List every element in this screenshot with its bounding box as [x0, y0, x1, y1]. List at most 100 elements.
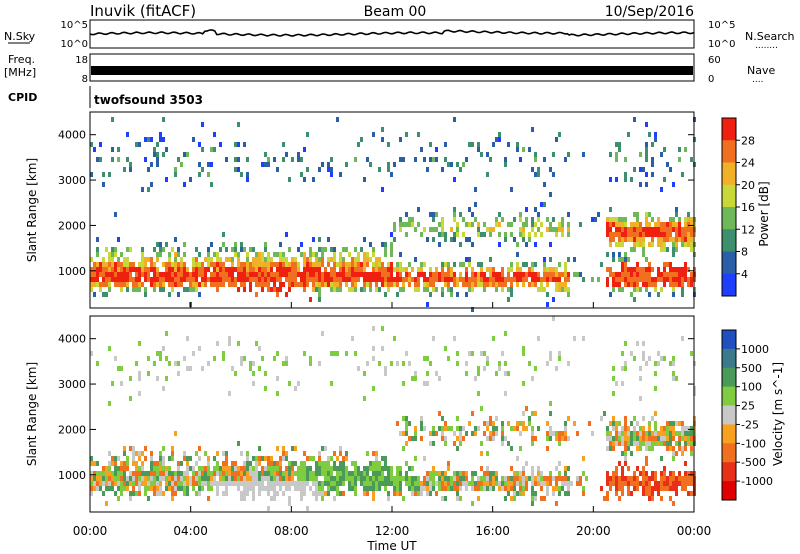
heatmap-cell — [627, 132, 630, 137]
heatmap-cell — [666, 227, 669, 232]
heatmap-cell — [645, 361, 648, 366]
heatmap-cell — [213, 277, 216, 282]
heatmap-cell — [378, 257, 381, 262]
heatmap-cell — [618, 252, 621, 257]
heatmap-cell — [129, 471, 132, 476]
heatmap-cell — [672, 287, 675, 292]
heatmap-cell — [264, 277, 267, 282]
heatmap-cell — [672, 456, 675, 461]
heatmap-cell — [567, 361, 570, 366]
heatmap-cell — [327, 461, 330, 466]
heatmap-cell — [201, 471, 204, 476]
heatmap-cell — [210, 182, 213, 187]
heatmap-cell — [606, 476, 609, 481]
heatmap-cell — [567, 287, 570, 292]
heatmap-cell — [162, 456, 165, 461]
heatmap-cell — [288, 501, 291, 506]
heatmap-cell — [255, 476, 258, 481]
heatmap-cell — [426, 356, 429, 361]
heatmap-cell — [501, 441, 504, 446]
heatmap-cell — [549, 167, 552, 172]
heatmap-cell — [93, 471, 96, 476]
heatmap-cell — [513, 481, 516, 486]
heatmap-cell — [672, 421, 675, 426]
heatmap-cell — [273, 262, 276, 267]
heatmap-cell — [297, 466, 300, 471]
heatmap-cell — [252, 371, 255, 376]
heatmap-cell — [144, 257, 147, 262]
heatmap-cell — [300, 282, 303, 287]
heatmap-cell — [654, 481, 657, 486]
heatmap-cell — [420, 491, 423, 496]
heatmap-cell — [285, 361, 288, 366]
heatmap-cell — [357, 267, 360, 272]
heatmap-cell — [396, 262, 399, 267]
heatmap-cell — [372, 267, 375, 272]
heatmap-cell — [624, 456, 627, 461]
heatmap-cell — [675, 441, 678, 446]
heatmap-cell — [672, 272, 675, 277]
heatmap-cell — [363, 177, 366, 182]
heatmap-cell — [456, 232, 459, 237]
heatmap-cell — [333, 267, 336, 272]
heatmap-cell — [180, 471, 183, 476]
heatmap-cell — [642, 356, 645, 361]
heatmap-cell — [150, 277, 153, 282]
colorbar-tick-label: 8 — [741, 246, 748, 259]
heatmap-cell — [414, 491, 417, 496]
heatmap-cell — [216, 272, 219, 277]
heatmap-cell — [294, 481, 297, 486]
colorbar-frame — [721, 329, 737, 501]
heatmap-cell — [432, 157, 435, 162]
heatmap-cell — [387, 262, 390, 267]
heatmap-cell — [621, 476, 624, 481]
heatmap-cell — [576, 431, 579, 436]
heatmap-cell — [333, 272, 336, 277]
heatmap-cell — [303, 267, 306, 272]
heatmap-cell — [93, 282, 96, 287]
heatmap-cell — [255, 262, 258, 267]
heatmap-cell — [639, 272, 642, 277]
heatmap-cell — [642, 436, 645, 441]
heatmap-cell — [555, 137, 558, 142]
heatmap-cell — [186, 456, 189, 461]
heatmap-cell — [189, 466, 192, 471]
heatmap-cell — [669, 481, 672, 486]
heatmap-cell — [210, 282, 213, 287]
heatmap-cell — [153, 476, 156, 481]
heatmap-cell — [672, 451, 675, 456]
heatmap-cell — [366, 491, 369, 496]
heatmap-cell — [207, 486, 210, 491]
heatmap-cell — [288, 177, 291, 182]
heatmap-cell — [246, 476, 249, 481]
heatmap-cell — [345, 262, 348, 267]
heatmap-cell — [636, 227, 639, 232]
heatmap-cell — [525, 222, 528, 227]
heatmap-cell — [672, 501, 675, 506]
heatmap-cell — [624, 237, 627, 242]
heatmap-cell — [489, 277, 492, 282]
heatmap-cell — [297, 272, 300, 277]
heatmap-cell — [495, 426, 498, 431]
heatmap-cell — [504, 496, 507, 501]
heatmap-cell — [678, 157, 681, 162]
heatmap-cell — [189, 481, 192, 486]
heatmap-cell — [159, 132, 162, 137]
heatmap-cell — [525, 426, 528, 431]
heatmap-cell — [306, 132, 309, 137]
heatmap-cell — [456, 486, 459, 491]
heatmap-cell — [609, 421, 612, 426]
heatmap-cell — [264, 476, 267, 481]
heatmap-cell — [567, 486, 570, 491]
heatmap-cell — [492, 272, 495, 277]
heatmap-cell — [138, 471, 141, 476]
heatmap-cell — [318, 277, 321, 282]
heatmap-cell — [156, 252, 159, 257]
heatmap-cell — [651, 476, 654, 481]
heatmap-cell — [465, 157, 468, 162]
heatmap-cell — [411, 217, 414, 222]
heatmap-cell — [141, 262, 144, 267]
heatmap-cell — [645, 486, 648, 491]
heatmap-cell — [108, 277, 111, 282]
heatmap-cell — [390, 361, 393, 366]
